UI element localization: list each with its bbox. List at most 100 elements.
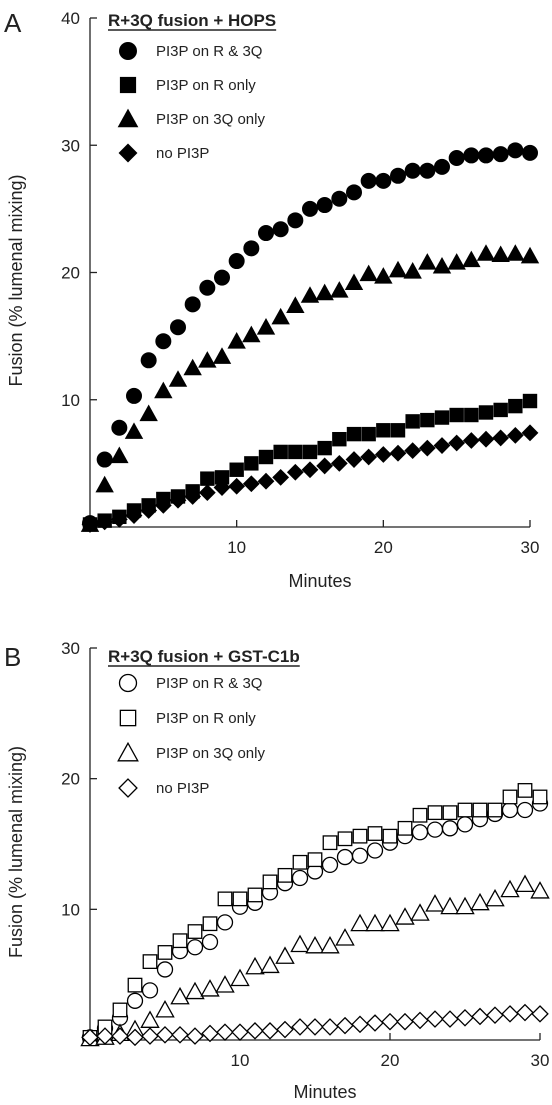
legend-label-series-3: PI3P on 3Q only — [156, 111, 265, 128]
data-point-series-3 — [470, 892, 490, 911]
data-point-series-4 — [411, 1011, 429, 1030]
panel-a-legend: PI3P on R & 3Q PI3P on R only PI3P on 3Q o… — [117, 42, 265, 163]
legend-marker-series-4 — [118, 143, 138, 163]
y-tick-label: 30 — [61, 639, 80, 658]
data-point-series-1 — [126, 387, 142, 404]
data-point-series-3 — [530, 881, 550, 899]
data-point-series-4 — [242, 475, 260, 493]
data-point-series-3 — [124, 422, 144, 439]
data-point-series-3 — [425, 894, 445, 912]
data-point-series-4 — [336, 1016, 354, 1035]
data-point-series-1 — [141, 982, 159, 999]
data-point-series-3 — [350, 913, 370, 932]
data-point-series-4 — [345, 451, 363, 468]
data-point-series-4 — [231, 1023, 249, 1041]
data-point-series-2 — [229, 462, 244, 477]
data-point-series-3 — [290, 934, 310, 953]
data-point-series-2 — [217, 891, 233, 907]
data-point-series-2 — [200, 471, 215, 486]
data-point-series-1 — [434, 158, 450, 175]
data-point-series-4 — [154, 496, 172, 514]
data-point-series-3 — [212, 347, 232, 364]
data-point-series-2 — [337, 831, 353, 847]
data-point-series-1 — [441, 820, 459, 837]
data-point-series-3 — [185, 981, 205, 1000]
data-point-series-3 — [110, 446, 129, 464]
data-point-series-2 — [258, 449, 274, 465]
data-point-series-3 — [300, 286, 320, 303]
data-point-series-2 — [288, 444, 303, 460]
data-point-series-4 — [456, 1008, 474, 1027]
data-point-series-1 — [156, 961, 174, 978]
data-point-series-3 — [374, 267, 393, 284]
data-point-series-1 — [516, 801, 534, 819]
data-point-series-1 — [316, 197, 333, 214]
data-point-series-1 — [346, 184, 362, 201]
data-point-series-1 — [170, 319, 186, 336]
legend-marker-series-1 — [118, 673, 138, 693]
data-point-series-3 — [388, 260, 408, 278]
panel-b: B 10 20 30 10 20 30 PI3P on R & 3Q PI3P on R o… — [4, 639, 550, 1102]
data-point-series-1 — [366, 842, 384, 859]
data-point-series-2 — [277, 867, 293, 883]
data-point-series-3 — [515, 874, 535, 893]
data-point-series-2 — [172, 933, 188, 949]
data-point-series-2 — [449, 407, 464, 423]
data-point-series-4 — [306, 1018, 324, 1036]
data-point-series-4 — [81, 516, 99, 533]
legend-label-series-1: PI3P on R & 3Q — [156, 675, 262, 692]
data-point-series-4 — [216, 1023, 234, 1041]
data-point-series-2 — [307, 852, 323, 868]
data-point-series-2 — [376, 423, 391, 438]
data-point-series-2 — [390, 423, 406, 438]
data-point-series-3 — [380, 913, 400, 932]
data-point-series-4 — [140, 502, 158, 519]
data-point-series-2 — [214, 470, 230, 485]
data-point-series-1 — [478, 147, 494, 164]
legend-marker-series-4 — [118, 778, 138, 798]
data-point-series-4 — [531, 1005, 549, 1023]
panel-a-marks — [80, 142, 540, 533]
data-point-series-3 — [200, 979, 220, 997]
data-point-series-1 — [199, 279, 216, 296]
panel-b-ticks: 10 20 30 10 20 30 — [61, 639, 549, 1070]
data-point-series-1 — [375, 172, 392, 189]
data-point-series-4 — [381, 1012, 399, 1031]
data-point-series-4 — [477, 430, 495, 448]
data-point-series-4 — [184, 488, 202, 505]
legend-label-series-4: no PI3P — [156, 145, 209, 162]
data-point-series-4 — [330, 454, 348, 472]
panel-a-ticks: 10 20 30 40 10 20 30 — [61, 9, 539, 557]
data-point-series-2 — [508, 398, 523, 414]
data-point-series-1 — [155, 333, 172, 350]
data-point-series-3 — [476, 244, 496, 261]
y-tick-label: 30 — [61, 136, 80, 155]
data-point-series-4 — [257, 472, 275, 490]
data-point-series-4 — [246, 1022, 264, 1040]
data-point-series-1 — [96, 451, 113, 468]
data-point-series-2 — [247, 887, 263, 903]
panel-a-x-axis-label: Minutes — [288, 571, 351, 591]
panel-b-legend: PI3P on R & 3Q PI3P on R only PI3P on 3Q o… — [117, 673, 265, 798]
data-point-series-2 — [434, 410, 450, 425]
legend-label-series-2: PI3P on R only — [156, 77, 256, 94]
data-point-series-1 — [140, 352, 157, 369]
data-point-series-2 — [517, 783, 533, 798]
data-point-series-4 — [272, 468, 290, 486]
data-point-series-3 — [485, 888, 505, 907]
data-point-series-4 — [441, 1010, 459, 1028]
data-point-series-4 — [96, 513, 114, 531]
data-point-series-4 — [141, 1027, 159, 1045]
data-point-series-4 — [198, 484, 216, 502]
data-point-series-3 — [335, 928, 355, 946]
data-point-series-1 — [186, 939, 204, 956]
data-point-series-4 — [276, 1020, 294, 1039]
y-tick-label: 10 — [61, 391, 80, 410]
data-point-series-4 — [156, 1025, 174, 1044]
data-point-series-2 — [317, 440, 332, 456]
data-point-series-4 — [171, 1025, 189, 1044]
data-point-series-4 — [396, 1012, 414, 1031]
data-point-series-3 — [242, 325, 261, 343]
